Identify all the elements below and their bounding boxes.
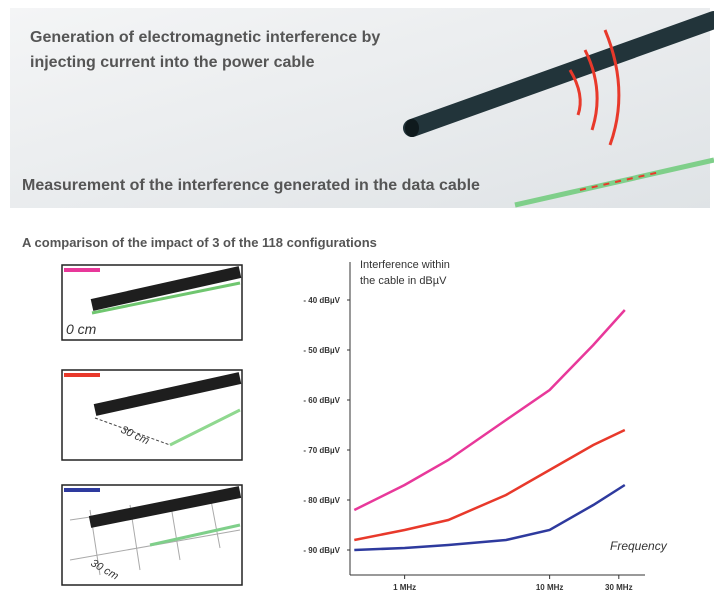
- y-axis-title: Interference within: [360, 259, 450, 271]
- panel: 0 cm: [62, 265, 242, 340]
- y-tick-label: - 90 dBµV: [303, 546, 340, 555]
- y-tick-label: - 50 dBµV: [303, 346, 340, 355]
- page: Generation of electromagnetic interferen…: [0, 0, 714, 600]
- y-tick-label: - 80 dBµV: [303, 496, 340, 505]
- y-tick-label: - 70 dBµV: [303, 446, 340, 455]
- x-tick-label: 10 MHz: [536, 583, 564, 592]
- x-tick-label: 30 MHz: [605, 583, 633, 592]
- section-title: A comparison of the impact of 3 of the 1…: [22, 235, 377, 250]
- x-tick-label: 1 MHz: [393, 583, 416, 592]
- header-title: injecting current into the power cable: [30, 54, 315, 71]
- panel-label: 0 cm: [66, 321, 97, 337]
- measurement-text: Measurement of the interference generate…: [22, 177, 480, 194]
- y-tick-label: - 40 dBµV: [303, 296, 340, 305]
- x-axis-title: Frequency: [610, 539, 668, 553]
- series-line: [354, 430, 625, 540]
- y-axis-title: the cable in dBµV: [360, 275, 447, 287]
- header-title: Generation of electromagnetic interferen…: [30, 29, 380, 46]
- y-tick-label: - 60 dBµV: [303, 396, 340, 405]
- series-line: [354, 310, 625, 510]
- panel: 30 cm: [62, 370, 242, 460]
- series-line: [354, 485, 625, 550]
- panel: 30 cm: [62, 485, 242, 585]
